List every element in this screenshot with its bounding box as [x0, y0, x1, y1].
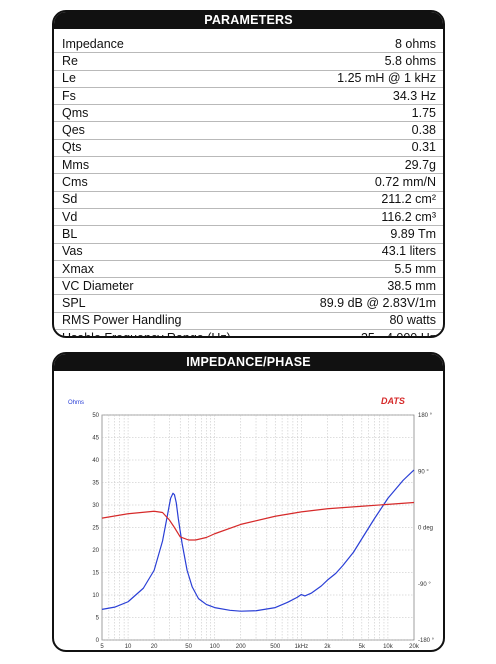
- parameter-value: 116.2 cm³: [280, 208, 443, 227]
- parameter-value: 0.31: [280, 139, 443, 158]
- parameter-label: RMS Power Handling: [54, 312, 281, 331]
- x-tick-label: 5: [100, 644, 104, 650]
- y-tick-label: 35: [92, 481, 99, 487]
- parameter-row: VC Diameter 38.5 mm: [54, 277, 443, 296]
- parameter-label: VC Diameter: [54, 277, 281, 296]
- parameter-row: Qms 1.75: [54, 104, 443, 123]
- y-tick-label: 10: [92, 593, 99, 599]
- parameter-row: Vd 116.2 cm³: [54, 208, 443, 227]
- y-tick-label: 5: [96, 616, 100, 622]
- parameter-value: 35 - 4,000 Hz: [360, 330, 436, 338]
- parameter-label: Sd: [54, 191, 281, 209]
- x-tick-label: 50: [185, 644, 192, 650]
- phase-tick-label: 0 deg: [418, 526, 433, 532]
- parameter-value: 29.7g: [280, 156, 443, 175]
- phase-tick-label: -180 °: [418, 638, 435, 644]
- x-tick-label: 10: [125, 644, 132, 650]
- parameter-value: 1.25 mH @ 1 kHz: [280, 70, 443, 88]
- parameter-label: Cms: [54, 173, 281, 192]
- parameter-label: Mms: [54, 156, 281, 175]
- parameter-value: 80 watts: [280, 312, 443, 331]
- parameter-label: Vd: [54, 208, 281, 227]
- y-tick-label: 20: [92, 548, 99, 554]
- y-tick-label: 25: [92, 526, 99, 532]
- x-tick-label: 5k: [359, 644, 366, 650]
- parameter-label: Fs: [54, 87, 281, 106]
- parameters-table: Impedance 8 ohms Re 5.8 ohms Le 1.25 mH @ 1 k…: [54, 36, 443, 338]
- parameter-value: 1.75: [280, 104, 443, 123]
- parameter-value: 0.72 mm/N: [280, 173, 443, 192]
- x-tick-label: 10k: [383, 644, 394, 650]
- parameter-value: 8 ohms: [280, 36, 443, 54]
- parameter-row: Xmax 5.5 mm: [54, 260, 443, 279]
- parameter-label: Usable Frequency Range (Hz): [62, 330, 231, 338]
- parameter-row: Re 5.8 ohms: [54, 52, 443, 71]
- parameter-value: 34.3 Hz: [280, 87, 443, 106]
- parameter-value: 5.8 ohms: [280, 52, 443, 71]
- parameter-value: 89.9 dB @ 2.83V/1m: [280, 294, 443, 313]
- y-tick-label: 0: [96, 638, 100, 644]
- parameter-row: Le 1.25 mH @ 1 kHz: [54, 70, 443, 88]
- y-tick-label: 30: [92, 503, 99, 509]
- parameter-label: Impedance: [54, 36, 281, 54]
- parameter-label: Xmax: [54, 260, 281, 279]
- parameter-label: Le: [54, 70, 281, 88]
- parameter-value: 38.5 mm: [280, 277, 443, 296]
- parameter-value: 211.2 cm²: [280, 191, 443, 209]
- x-tick-label: 20: [151, 644, 158, 650]
- parameter-row: Sd 211.2 cm²: [54, 191, 443, 209]
- y-axis-unit-label: Ohms: [68, 400, 84, 406]
- parameter-row: Impedance 8 ohms: [54, 36, 443, 54]
- x-tick-label: 100: [210, 644, 221, 650]
- parameter-label: SPL: [54, 294, 281, 313]
- parameter-label: BL: [54, 225, 281, 244]
- impedance-curve: [101, 469, 415, 612]
- chart-title: IMPEDANCE/PHASE: [54, 354, 443, 371]
- parameters-title: PARAMETERS: [54, 12, 443, 29]
- parameter-row: Cms 0.72 mm/N: [54, 173, 443, 192]
- x-tick-label: 2k: [324, 644, 331, 650]
- parameter-label: Qms: [54, 104, 281, 123]
- phase-tick-label: 180 °: [418, 413, 433, 419]
- x-tick-label: 1kHz: [294, 644, 308, 650]
- parameter-label: Vas: [54, 243, 281, 261]
- y-tick-label: 45: [92, 436, 99, 442]
- x-tick-label: 20k: [409, 644, 420, 650]
- parameter-label: Qts: [54, 139, 281, 158]
- parameter-value: 9.89 Tm: [280, 225, 443, 244]
- impedance-phase-chart: 5 10 20 50 100 200 500 1kHz 2k 5k 10k 20k0510152025…: [68, 396, 435, 650]
- parameter-row: RMS Power Handling 80 watts: [54, 312, 443, 331]
- parameter-row: Fs 34.3 Hz: [54, 87, 443, 106]
- parameter-row: Mms 29.7g: [54, 156, 443, 175]
- parameter-row: BL 9.89 Tm: [54, 225, 443, 244]
- impedance-phase-panel: IMPEDANCE/PHASE 5 10 20 50 100 200 500 1kHz 2k 5k…: [52, 352, 445, 652]
- phase-curve: [101, 501, 415, 541]
- y-tick-label: 40: [92, 458, 99, 464]
- parameter-value: 0.38: [280, 121, 443, 140]
- x-tick-label: 200: [236, 644, 247, 650]
- parameter-row: Vas 43.1 liters: [54, 243, 443, 261]
- y-tick-label: 50: [92, 413, 99, 419]
- phase-tick-label: -90 °: [418, 582, 431, 588]
- brand-logo: DATS: [381, 396, 405, 406]
- phase-tick-label: 90 °: [418, 469, 429, 475]
- parameter-row: Usable Frequency Range (Hz) 35 - 4,000 Hz: [54, 330, 443, 338]
- parameter-row: Qes 0.38: [54, 121, 443, 140]
- y-tick-label: 15: [92, 571, 99, 577]
- parameter-label: Re: [54, 52, 281, 71]
- parameters-panel: PARAMETERS Impedance 8 ohms Re 5.8 ohms Le 1.…: [52, 10, 445, 338]
- parameter-row: SPL 89.9 dB @ 2.83V/1m: [54, 294, 443, 313]
- parameter-label: Qes: [54, 121, 281, 140]
- parameter-value: 43.1 liters: [280, 243, 443, 261]
- x-tick-label: 500: [270, 644, 281, 650]
- parameter-row: Qts 0.31: [54, 139, 443, 158]
- parameter-value: 5.5 mm: [280, 260, 443, 279]
